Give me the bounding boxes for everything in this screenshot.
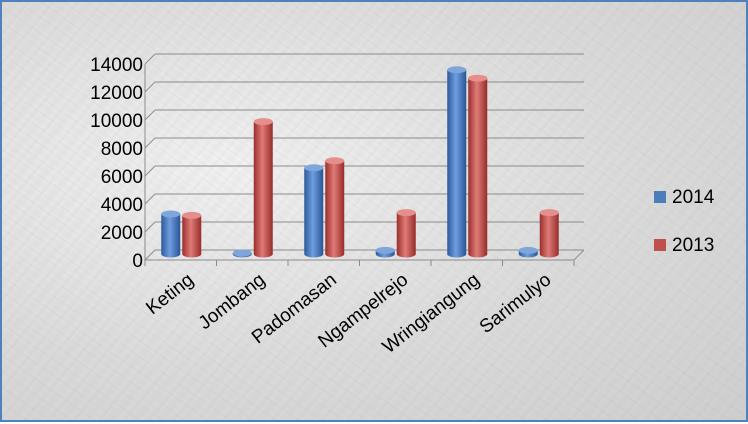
bar-top xyxy=(518,246,538,254)
bars xyxy=(161,66,559,258)
bar-top xyxy=(375,246,395,254)
bar-top xyxy=(325,157,345,165)
y-tick-label: 8000 xyxy=(101,139,143,160)
gridline-side xyxy=(144,53,156,65)
bar-top xyxy=(468,74,488,82)
bar-body xyxy=(396,212,416,258)
gridline-side xyxy=(144,109,156,121)
bar-2013-jombang xyxy=(253,118,273,258)
y-tick-label: 10000 xyxy=(90,111,143,132)
bar-body xyxy=(468,78,488,258)
gridline-side xyxy=(144,81,156,93)
legend-swatch-2013 xyxy=(654,239,666,251)
legend-label-2014: 2014 xyxy=(672,187,715,208)
bar-2013-sarimulyo xyxy=(539,209,559,258)
bar-top xyxy=(539,209,559,217)
bar-2013-wringiangung xyxy=(468,74,488,258)
bar-2014-sarimulyo xyxy=(518,246,538,258)
bar-body xyxy=(253,121,273,258)
y-tick-label: 2000 xyxy=(101,223,143,244)
bar-top xyxy=(253,118,273,126)
bar-top xyxy=(304,164,324,172)
bar-2014-jombang xyxy=(232,249,252,258)
gridline-side xyxy=(144,249,156,261)
bar-body xyxy=(539,212,559,258)
legend-swatch-2014 xyxy=(654,191,666,203)
gridline-side xyxy=(144,165,156,177)
floor-edge xyxy=(573,249,585,261)
bar-2013-keting xyxy=(182,211,202,258)
bar-2014-ngampelrejo xyxy=(375,246,395,258)
bar-2014-keting xyxy=(161,210,181,258)
bar-body xyxy=(182,215,202,258)
legend-label-2013: 2013 xyxy=(672,235,714,256)
category-label-keting: Keting xyxy=(142,269,197,319)
category-label-sarimulyo: Sarimulyo xyxy=(476,269,556,338)
y-tick-label: 4000 xyxy=(101,195,143,216)
bar-top xyxy=(232,249,252,257)
bar-body xyxy=(304,167,324,258)
bar-body xyxy=(447,69,467,258)
bar-top xyxy=(396,209,416,217)
bar-top xyxy=(161,210,181,218)
y-tick-label: 6000 xyxy=(101,167,143,188)
gridline-side xyxy=(144,193,156,205)
gridline-side xyxy=(144,137,156,149)
bar-2013-padomasan xyxy=(325,157,345,258)
legend: 2014 2013 xyxy=(654,187,715,256)
y-tick-label: 14000 xyxy=(90,55,143,76)
bar-2014-wringiangung xyxy=(447,66,467,258)
bar-top xyxy=(182,211,202,219)
y-tick-label: 12000 xyxy=(90,83,143,104)
bar-top xyxy=(447,66,467,74)
bar-body xyxy=(161,214,181,258)
y-tick-label: 0 xyxy=(132,251,143,272)
axes xyxy=(144,64,585,266)
gridlines xyxy=(144,53,584,261)
bar-2013-ngampelrejo xyxy=(396,209,416,258)
bar-body xyxy=(325,160,345,258)
gridline-side xyxy=(144,221,156,233)
bar-2014-padomasan xyxy=(304,164,324,258)
